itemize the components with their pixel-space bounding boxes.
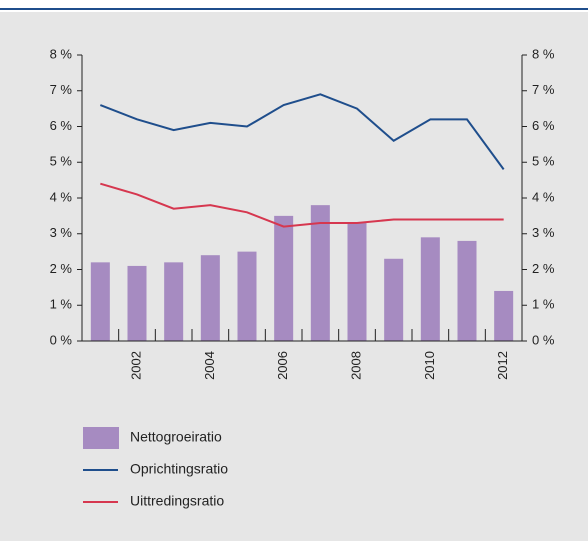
y2-tick-label: 0 %: [532, 332, 555, 347]
y2-tick-label: 8 %: [532, 46, 555, 61]
legend-label: Oprichtingsratio: [130, 461, 228, 477]
bar: [347, 223, 367, 341]
top-rule: [0, 8, 588, 10]
legend-swatch: [83, 427, 119, 449]
bar: [420, 237, 440, 341]
bar: [237, 251, 257, 341]
y-tick-label: 8 %: [50, 46, 73, 61]
y2-tick-label: 5 %: [532, 154, 555, 169]
line-series: [100, 182, 504, 228]
x-tick-label: 2002: [128, 351, 143, 380]
legend-label: Uittredingsratio: [130, 493, 224, 509]
x-tick-label: 2010: [422, 351, 437, 380]
bar: [90, 262, 110, 341]
x-tick-label: 2006: [275, 351, 290, 380]
line-series: [99, 93, 505, 170]
y2-tick-label: 6 %: [532, 118, 555, 133]
y-tick-label: 0 %: [50, 332, 73, 347]
x-tick-label: 2008: [348, 351, 363, 380]
y-tick-label: 1 %: [50, 297, 73, 312]
y-tick-label: 6 %: [50, 118, 73, 133]
x-tick-label: 2012: [495, 351, 510, 380]
y-tick-label: 4 %: [50, 189, 73, 204]
bar: [384, 258, 404, 341]
background: [0, 12, 588, 541]
y-tick-label: 5 %: [50, 154, 73, 169]
bar: [310, 205, 330, 341]
y2-tick-label: 2 %: [532, 261, 555, 276]
bar: [457, 240, 477, 341]
bar: [164, 262, 184, 341]
y-tick-label: 7 %: [50, 82, 73, 97]
bar: [494, 290, 514, 341]
bar: [200, 255, 220, 341]
y-tick-label: 2 %: [50, 261, 73, 276]
bar: [127, 265, 147, 341]
y-tick-label: 3 %: [50, 225, 73, 240]
y2-tick-label: 7 %: [532, 82, 555, 97]
y2-tick-label: 4 %: [532, 189, 555, 204]
y2-tick-label: 1 %: [532, 297, 555, 312]
legend-label: Nettogroeiratio: [130, 429, 222, 445]
y2-tick-label: 3 %: [532, 225, 555, 240]
x-tick-label: 2004: [202, 351, 217, 380]
bar: [274, 215, 294, 341]
